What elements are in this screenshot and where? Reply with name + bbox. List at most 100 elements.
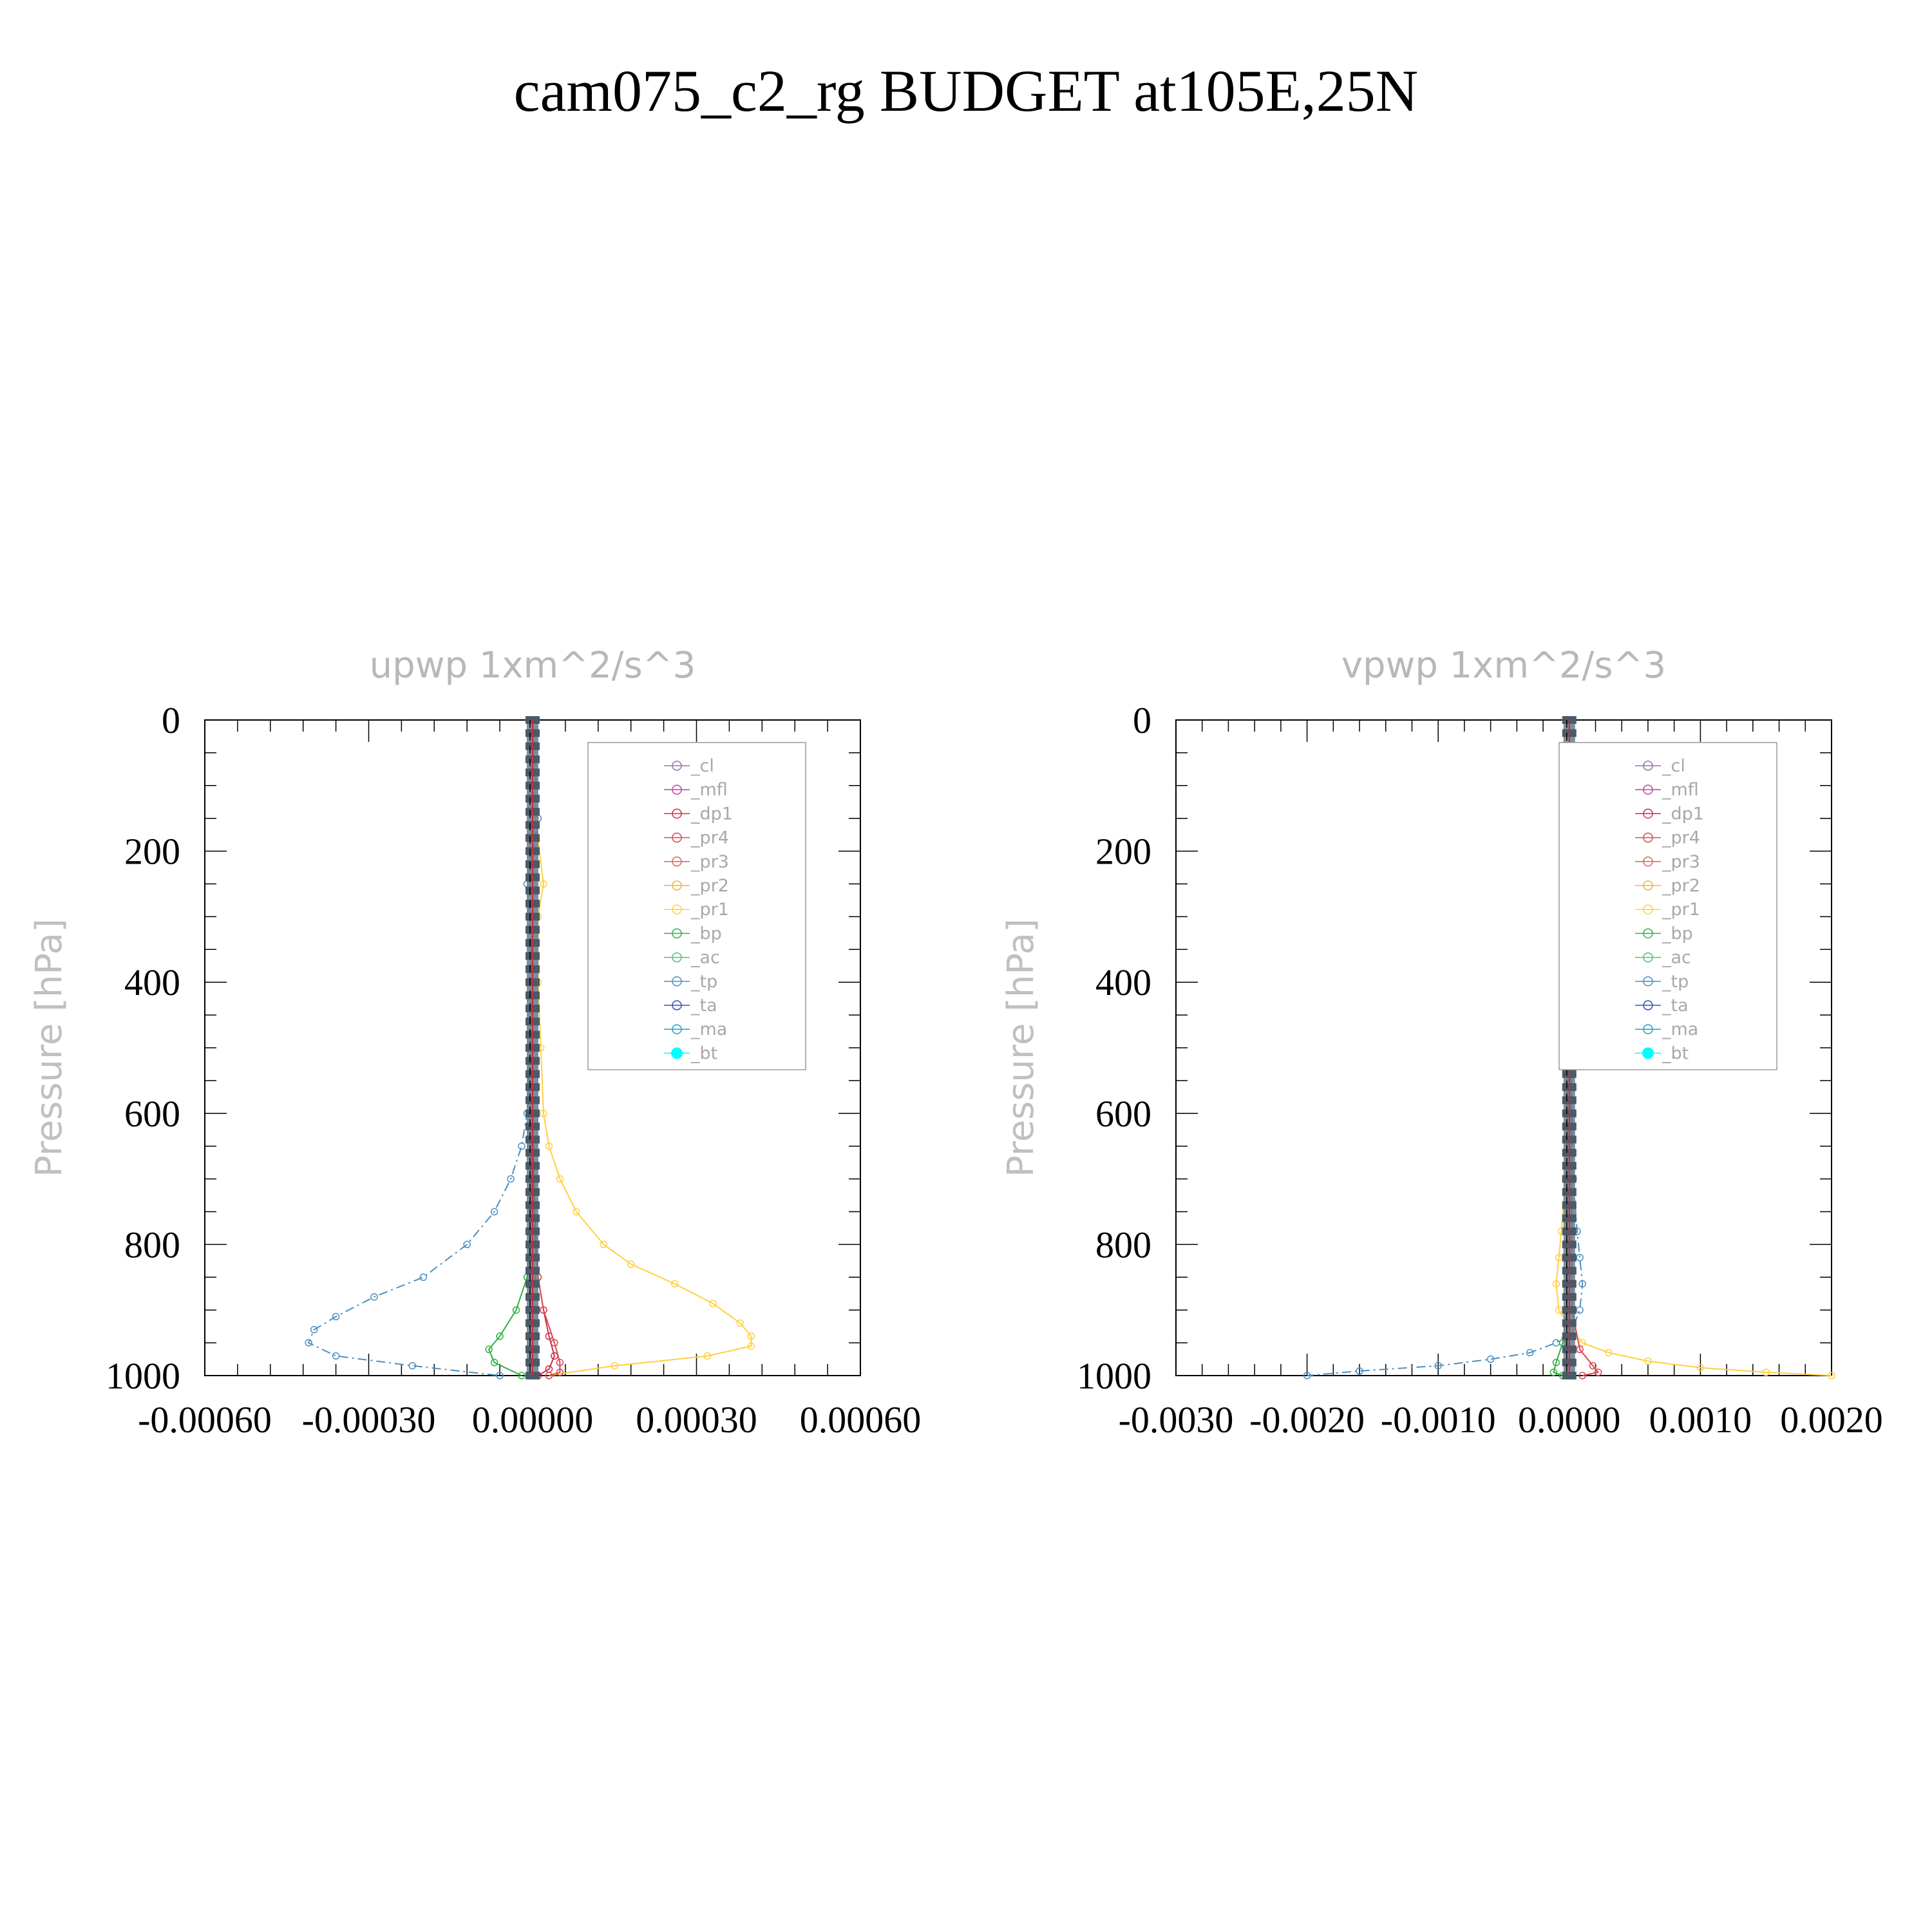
legend-label: _ac xyxy=(690,948,720,968)
data-point-tp xyxy=(332,1312,340,1321)
data-point-tp xyxy=(408,1361,417,1370)
series-line-tp xyxy=(307,719,539,1376)
data-point-pr4 xyxy=(1594,1368,1602,1376)
legend-marker xyxy=(1643,1000,1653,1010)
legend-marker xyxy=(672,1000,682,1010)
legend-label: _pr4 xyxy=(1662,828,1700,848)
main-title: cam075_c2_rg BUDGET at105E,25N xyxy=(513,58,1419,124)
data-point-tp xyxy=(332,1352,340,1360)
legend-marker xyxy=(1643,808,1653,819)
data-point-bp xyxy=(518,1372,526,1379)
data-point-pr1 xyxy=(1828,1372,1835,1379)
legend-label: _ac xyxy=(1662,948,1691,968)
y-tick-label: 1000 xyxy=(106,1355,180,1397)
data-point-pr1 xyxy=(573,1208,580,1216)
data-point-pr1 xyxy=(1578,1339,1586,1347)
y-tick-label: 200 xyxy=(1095,831,1151,873)
y-tick-label: 600 xyxy=(124,1093,180,1135)
y-tick-label: 800 xyxy=(124,1224,180,1265)
legend-marker xyxy=(1643,857,1653,867)
legend-label: _pr3 xyxy=(690,852,729,872)
legend-label: _pr2 xyxy=(690,876,729,896)
data-point-tp xyxy=(1576,1306,1584,1314)
data-point-tp xyxy=(1526,1349,1534,1357)
legend-label: _bp xyxy=(690,923,722,943)
legend-label: _ta xyxy=(690,996,717,1016)
legend-marker xyxy=(1643,832,1653,843)
legend-marker xyxy=(672,976,682,987)
data-point-tp xyxy=(305,1339,312,1347)
y-tick-label: 0 xyxy=(1133,699,1151,741)
legend-label: _pr2 xyxy=(1662,876,1700,896)
legend-label: _tp xyxy=(690,972,717,992)
legend-label: _ma xyxy=(690,1019,727,1039)
data-point-tp xyxy=(1356,1367,1363,1375)
data-point-pr1 xyxy=(540,880,547,888)
data-point-bp xyxy=(490,1358,498,1367)
data-point-pr1 xyxy=(1762,1368,1770,1376)
legend-marker xyxy=(1643,880,1653,891)
data-point-pr4 xyxy=(556,1368,564,1376)
legend-marker xyxy=(1643,952,1653,963)
data-point-tp xyxy=(1434,1361,1442,1370)
legend-marker xyxy=(672,761,682,771)
data-point-bp xyxy=(485,1345,493,1354)
data-point-pr1 xyxy=(747,1342,755,1350)
data-point-tp xyxy=(1578,1280,1586,1288)
data-point-bp xyxy=(1549,1368,1558,1376)
legend-label: _pr1 xyxy=(690,900,729,920)
y-tick-label: 600 xyxy=(1095,1093,1151,1135)
series-line-tp xyxy=(1307,720,1584,1376)
y-axis-label: Pressure [hPa] xyxy=(28,918,70,1177)
data-point-tp xyxy=(1486,1355,1495,1363)
data-point-tp xyxy=(1576,1254,1584,1262)
legend-marker xyxy=(672,952,682,963)
data-point-pr1 xyxy=(540,1110,547,1117)
data-point-tp xyxy=(463,1240,471,1249)
data-point-pr1 xyxy=(747,1332,755,1340)
data-point-pr1 xyxy=(709,1300,717,1307)
x-tick-label: -0.0010 xyxy=(1381,1399,1496,1441)
data-point-tp xyxy=(1552,1339,1560,1347)
legend-label: _dp1 xyxy=(690,804,733,824)
data-point-pr1 xyxy=(1555,1254,1563,1262)
legend-label: _bp xyxy=(1662,923,1693,943)
legend-label: _pr4 xyxy=(690,828,729,848)
legend-label: _cl xyxy=(690,756,714,776)
legend-label: _dp1 xyxy=(1662,804,1704,824)
x-tick-label: -0.00030 xyxy=(302,1399,436,1441)
data-point-tp xyxy=(370,1293,378,1301)
legend-marker xyxy=(1643,976,1653,987)
legend-marker xyxy=(1643,784,1653,795)
legend-marker xyxy=(1642,1047,1654,1059)
data-point-pr4 xyxy=(551,1339,558,1347)
legend-label: _bt xyxy=(690,1043,717,1063)
legend-marker xyxy=(671,1047,683,1059)
data-point-pr1 xyxy=(1696,1364,1705,1372)
y-tick-label: 1000 xyxy=(1077,1355,1151,1397)
y-tick-label: 400 xyxy=(124,961,180,1003)
x-tick-label: 0.00030 xyxy=(636,1399,757,1441)
data-point-tp xyxy=(496,1372,504,1379)
data-point-pr1 xyxy=(736,1319,744,1327)
x-tick-label: -0.0030 xyxy=(1119,1399,1234,1441)
legend-box xyxy=(1558,742,1777,1070)
data-point-bp xyxy=(1552,1358,1560,1367)
data-point-pr1 xyxy=(545,1142,553,1150)
legend-label: _ma xyxy=(1662,1019,1698,1039)
legend-marker xyxy=(672,832,682,843)
legend-label: _ta xyxy=(1662,996,1689,1016)
data-point-bp xyxy=(512,1306,520,1314)
data-point-pr1 xyxy=(1555,1306,1563,1314)
panel-title: vpwp 1xm^2/s^3 xyxy=(1341,645,1666,687)
data-point-pr4 xyxy=(1589,1361,1597,1370)
panel-title: upwp 1xm^2/s^3 xyxy=(370,645,696,687)
y-tick-label: 800 xyxy=(1095,1224,1151,1265)
legend-marker xyxy=(672,784,682,795)
data-point-pr1 xyxy=(600,1240,608,1249)
x-tick-label: 0.0020 xyxy=(1780,1399,1883,1441)
data-point-pr4 xyxy=(1576,1345,1584,1354)
legend-label: _pr3 xyxy=(1662,852,1700,872)
legend-label: _cl xyxy=(1662,756,1685,776)
